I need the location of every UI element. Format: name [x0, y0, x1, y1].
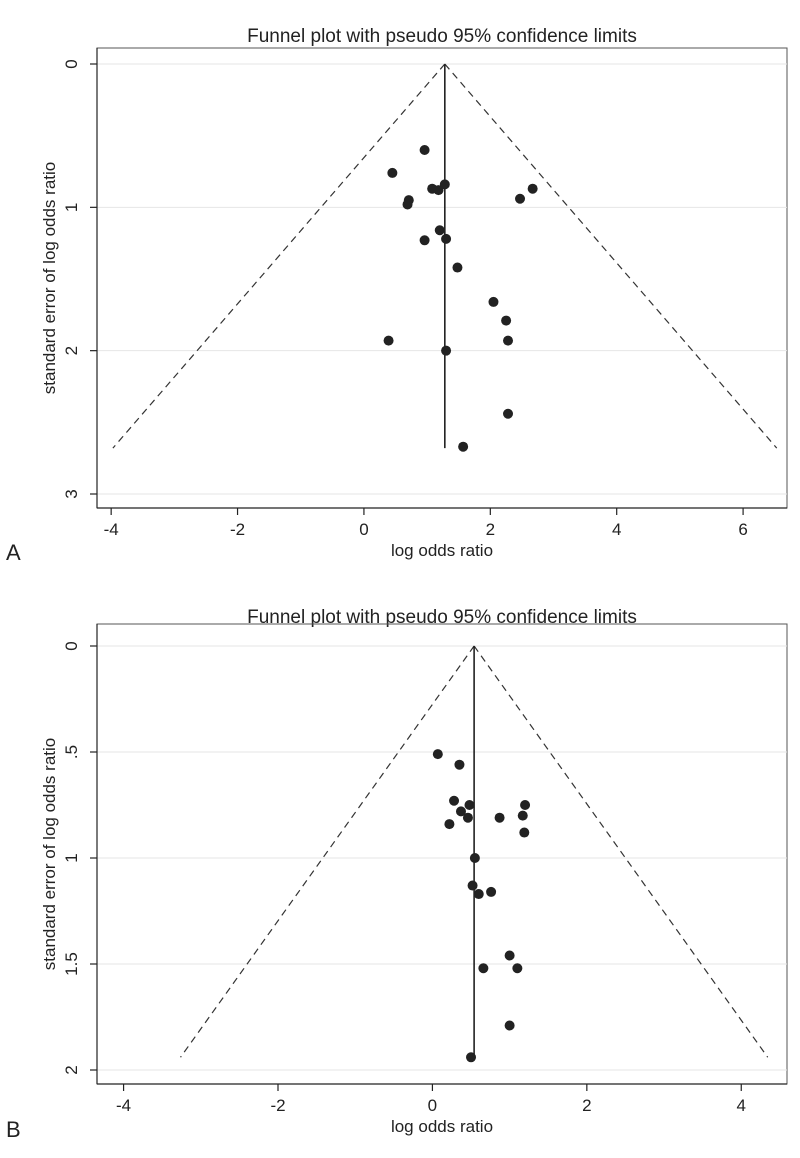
x-axis-title: log odds ratio: [391, 1117, 493, 1136]
study-point: [488, 296, 499, 307]
y-axis-title: standard error of log odds ratio: [40, 738, 59, 970]
study-point: [419, 235, 430, 246]
y-tick-label: 3: [62, 489, 81, 498]
x-tick-label: 0: [359, 520, 368, 539]
x-tick-label: 2: [486, 520, 495, 539]
x-axis-title: log odds ratio: [391, 541, 493, 560]
study-point: [515, 193, 526, 204]
y-tick-label: 0: [62, 641, 81, 650]
chart-b-svg: Funnel plot with pseudo 95% confidence l…: [40, 607, 788, 1136]
study-point: [473, 889, 484, 900]
study-point: [504, 1020, 515, 1031]
study-point: [527, 183, 538, 194]
study-point: [494, 812, 505, 823]
chart-a-svg: Funnel plot with pseudo 95% confidence l…: [40, 26, 788, 560]
study-point: [504, 950, 515, 961]
y-axis-title: standard error of log odds ratio: [40, 162, 59, 394]
study-point: [486, 886, 497, 897]
study-point: [462, 812, 473, 823]
study-point: [402, 199, 413, 210]
funnel-plot-b: Funnel plot with pseudo 95% confidence l…: [0, 576, 800, 1153]
ci-upper-line: [444, 63, 778, 449]
study-point: [478, 963, 489, 974]
x-tick-label: 6: [738, 520, 747, 539]
study-point: [512, 963, 523, 974]
x-tick-label: 4: [612, 520, 621, 539]
y-tick-label: .5: [62, 745, 81, 759]
ci-lower-line: [112, 63, 446, 449]
study-point: [519, 827, 530, 838]
study-point: [458, 441, 469, 452]
study-point: [432, 749, 443, 760]
study-point: [501, 315, 512, 326]
study-point: [469, 853, 480, 863]
plot-frame: [96, 623, 788, 1085]
y-tick-label: 0: [62, 59, 81, 68]
plot-frame: [96, 47, 788, 509]
y-tick-label: 1: [62, 203, 81, 212]
study-point: [517, 810, 528, 821]
study-point: [419, 145, 430, 155]
x-tick-label: 0: [428, 1096, 437, 1115]
chart-title: Funnel plot with pseudo 95% confidence l…: [247, 607, 637, 628]
study-point: [466, 1052, 477, 1063]
y-tick-label: 1.5: [62, 952, 81, 976]
study-point: [434, 225, 445, 236]
chart-title: Funnel plot with pseudo 95% confidence l…: [247, 26, 637, 47]
study-point: [387, 167, 398, 178]
y-tick-label: 2: [62, 346, 81, 355]
ci-lower-line: [180, 645, 475, 1058]
study-point: [452, 262, 463, 273]
x-tick-label: 2: [582, 1096, 591, 1115]
panel-label-a: A: [6, 540, 21, 565]
study-point: [441, 233, 452, 244]
study-point: [467, 880, 478, 891]
study-point: [464, 800, 475, 810]
study-point: [455, 806, 466, 817]
panel-label-b: B: [6, 1117, 21, 1142]
x-tick-label: 4: [737, 1096, 746, 1115]
x-tick-label: -2: [270, 1096, 285, 1115]
y-tick-label: 2: [62, 1065, 81, 1074]
study-point: [383, 335, 394, 346]
study-point: [439, 179, 450, 190]
ci-upper-line: [473, 645, 769, 1058]
y-tick-label: 1: [62, 853, 81, 862]
study-point: [444, 819, 455, 830]
x-tick-label: -2: [230, 520, 245, 539]
x-tick-label: -4: [116, 1096, 131, 1115]
study-point: [441, 345, 452, 356]
funnel-plot-a: Funnel plot with pseudo 95% confidence l…: [0, 0, 800, 576]
x-tick-label: -4: [104, 520, 119, 539]
study-point: [454, 759, 465, 770]
study-point: [503, 335, 514, 346]
study-point: [520, 800, 531, 810]
study-point: [503, 408, 514, 419]
study-point: [449, 795, 460, 806]
study-point: [433, 185, 444, 196]
